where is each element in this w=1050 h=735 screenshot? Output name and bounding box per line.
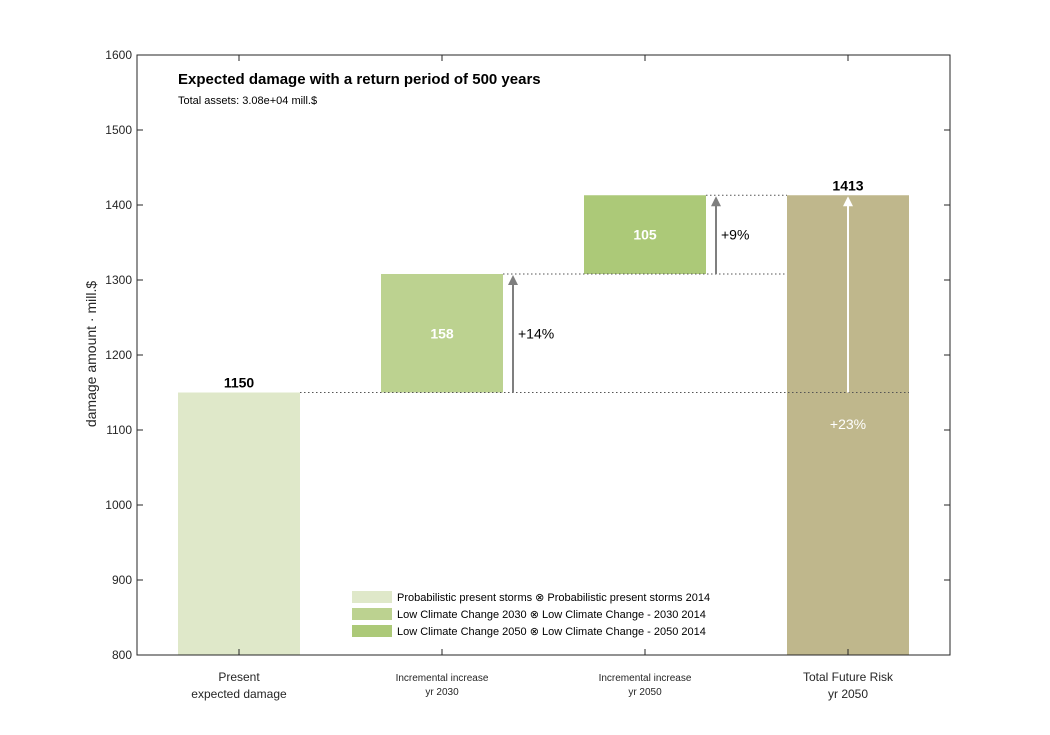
y-tick-label: 900	[112, 573, 132, 587]
bar-2	[381, 274, 503, 393]
legend: Probabilistic present storms ⊗ Probabili…	[352, 591, 710, 638]
y-tick-label: 1200	[105, 348, 132, 362]
legend-label-2: Low Climate Change 2030 ⊗ Low Climate Ch…	[397, 609, 706, 621]
data-labels: +14% +9% +23% 1150 158 105 1413	[224, 177, 866, 432]
x-tick-label-line2: yr 2030	[425, 687, 459, 698]
y-tick-label: 1300	[105, 273, 132, 287]
legend-swatch-2	[352, 608, 392, 620]
bar-value-label-3: 105	[633, 227, 657, 243]
bar-value-label-4: 1413	[832, 177, 863, 193]
x-tick-label-line1: Total Future Risk	[803, 670, 894, 684]
y-tick-label: 1100	[106, 423, 132, 437]
y-tick-label: 1000	[105, 498, 132, 512]
bar-3	[584, 195, 706, 274]
y-axis-label: damage amount · mill.$	[83, 281, 99, 428]
x-tick-label-line2: yr 2050	[828, 687, 868, 701]
legend-label-3: Low Climate Change 2050 ⊗ Low Climate Ch…	[397, 626, 706, 638]
x-tick-label-line1: Incremental increase	[599, 673, 692, 684]
x-tick-label-line1: Incremental increase	[396, 673, 489, 684]
bars-layer	[178, 195, 909, 655]
legend-swatch-1	[352, 591, 392, 603]
y-tick-label: 1600	[105, 48, 132, 62]
x-tick-label-line1: Present	[218, 670, 260, 684]
y-tick-label: 1500	[105, 123, 132, 137]
connector-lines	[300, 194, 909, 393]
x-tick-label-line2: expected damage	[191, 687, 287, 701]
increment-label-1: +14%	[518, 325, 554, 341]
y-tick-label: 1400	[105, 198, 132, 212]
x-tick-label-line2: yr 2050	[628, 687, 662, 698]
y-tick-label: 800	[112, 648, 132, 662]
bar-value-label-2: 158	[430, 325, 454, 341]
increment-label-2: +9%	[721, 227, 749, 243]
legend-swatch-3	[352, 625, 392, 637]
y-axis: 800 900 1000 1100 1200 1300 1400 1500 1600	[105, 48, 950, 662]
chart-title: Expected damage with a return period of …	[178, 71, 541, 88]
bar-value-label-1: 1150	[224, 375, 255, 391]
total-increment-label: +23%	[830, 416, 866, 432]
x-axis: Present expected damage Incremental increa…	[191, 55, 894, 701]
chart-subtitle: Total assets: 3.08e+04 mill.$	[178, 95, 317, 107]
bar-1	[178, 392, 300, 655]
legend-label-1: Probabilistic present storms ⊗ Probabili…	[397, 592, 710, 604]
